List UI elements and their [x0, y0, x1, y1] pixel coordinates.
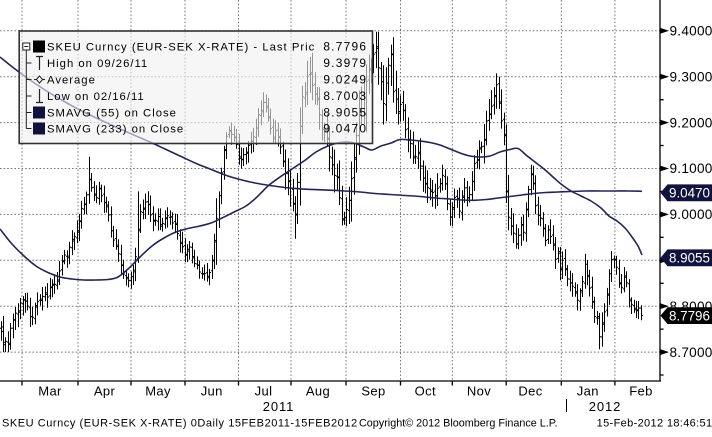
svg-text:SKEU Curncy (EUR-SEK X-RATE) 0: SKEU Curncy (EUR-SEK X-RATE) 0Daily 15FE…	[2, 418, 358, 430]
svg-text:15-Feb-2012 18:46:51: 15-Feb-2012 18:46:51	[597, 418, 712, 430]
svg-text:Feb: Feb	[629, 384, 652, 399]
svg-text:9.4000: 9.4000	[670, 24, 712, 39]
svg-text:SMAVG (233) on Close: SMAVG (233) on Close	[47, 124, 184, 136]
svg-text:2012: 2012	[589, 399, 622, 414]
svg-text:Jun: Jun	[201, 384, 223, 399]
svg-text:8.7003: 8.7003	[323, 89, 367, 103]
svg-text:Nov: Nov	[467, 384, 491, 399]
svg-text:8.9055: 8.9055	[323, 106, 367, 120]
svg-text:8.7796: 8.7796	[669, 308, 710, 323]
svg-text:9.3000: 9.3000	[670, 69, 712, 84]
svg-text:Copyright© 2012 Bloomberg Fina: Copyright© 2012 Bloomberg Finance L.P.	[359, 418, 558, 430]
svg-text:9.0000: 9.0000	[670, 207, 712, 222]
svg-text:SMAVG (55) on Close: SMAVG (55) on Close	[47, 108, 177, 120]
svg-text:Aug: Aug	[306, 384, 330, 399]
svg-text:8.7796: 8.7796	[323, 40, 367, 54]
svg-text:Average: Average	[47, 75, 96, 87]
svg-text:Sep: Sep	[361, 384, 385, 399]
svg-text:Oct: Oct	[415, 384, 436, 399]
svg-text:2011: 2011	[263, 399, 295, 414]
svg-text:Jan: Jan	[577, 384, 599, 399]
svg-text:9.1000: 9.1000	[670, 161, 712, 176]
svg-text:Jul: Jul	[255, 384, 273, 399]
svg-text:8.7000: 8.7000	[670, 345, 712, 360]
svg-text:9.3979: 9.3979	[323, 56, 367, 70]
svg-text:High on 09/26/11: High on 09/26/11	[47, 58, 148, 70]
svg-text:9.2000: 9.2000	[670, 115, 712, 130]
svg-text:Dec: Dec	[518, 384, 542, 399]
svg-text:8.9055: 8.9055	[669, 251, 710, 266]
svg-text:May: May	[145, 384, 171, 399]
svg-text:Low on 02/16/11: Low on 02/16/11	[47, 91, 145, 103]
svg-text:9.0470: 9.0470	[669, 186, 710, 201]
svg-text:9.0470: 9.0470	[323, 122, 367, 136]
svg-text:Mar: Mar	[38, 384, 62, 399]
svg-text:SKEU Curncy (EUR-SEK X-RATE) -: SKEU Curncy (EUR-SEK X-RATE) - Last Pric	[47, 42, 315, 54]
svg-text:9.0249: 9.0249	[323, 73, 367, 87]
svg-text:Apr: Apr	[94, 384, 116, 399]
